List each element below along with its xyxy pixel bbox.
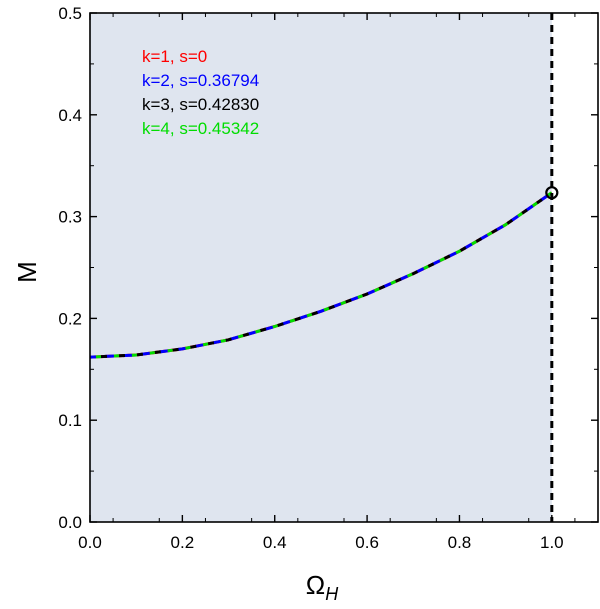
x-axis-label-main: Ω: [306, 570, 325, 600]
y-axis-label: M: [12, 261, 42, 283]
x-tick-label: 0.4: [263, 533, 287, 552]
x-tick-label: 0.8: [448, 533, 472, 552]
y-tick-label: 0.2: [58, 309, 82, 328]
endpoint-marker: [545, 186, 559, 200]
x-tick-label: 1.0: [540, 533, 564, 552]
shaded-region: [90, 13, 552, 522]
x-axis-label-sub: H: [325, 584, 339, 604]
legend-entry-k2: k=2, s=0.36794: [142, 71, 259, 90]
y-tick-label: 0.4: [58, 106, 82, 125]
series-curves: [89, 191, 553, 359]
x-tick-label: 0.0: [78, 533, 102, 552]
x-axis-ticks: 0.0 0.2 0.4 0.6 0.8 1.0: [78, 13, 576, 552]
y-axis-ticks: 0.0 0.1 0.2 0.3 0.4 0.5: [58, 4, 598, 532]
x-tick-label: 0.2: [171, 533, 195, 552]
series-line-k4: [89, 191, 553, 359]
y-tick-label: 0.1: [58, 411, 82, 430]
y-tick-label: 0.0: [58, 513, 82, 532]
series-line-k2: [89, 191, 553, 359]
legend-entry-k3: k=3, s=0.42830: [142, 95, 259, 114]
x-axis-label: ΩH: [306, 570, 339, 604]
x-tick-label: 0.6: [355, 533, 379, 552]
legend-entry-k4: k=4, s=0.45342: [142, 119, 259, 138]
y-tick-label: 0.3: [58, 208, 82, 227]
y-tick-label: 0.5: [58, 4, 82, 23]
legend: k=1, s=0 k=2, s=0.36794 k=3, s=0.42830 k=4,…: [142, 47, 259, 138]
legend-entry-k1: k=1, s=0: [142, 47, 207, 66]
